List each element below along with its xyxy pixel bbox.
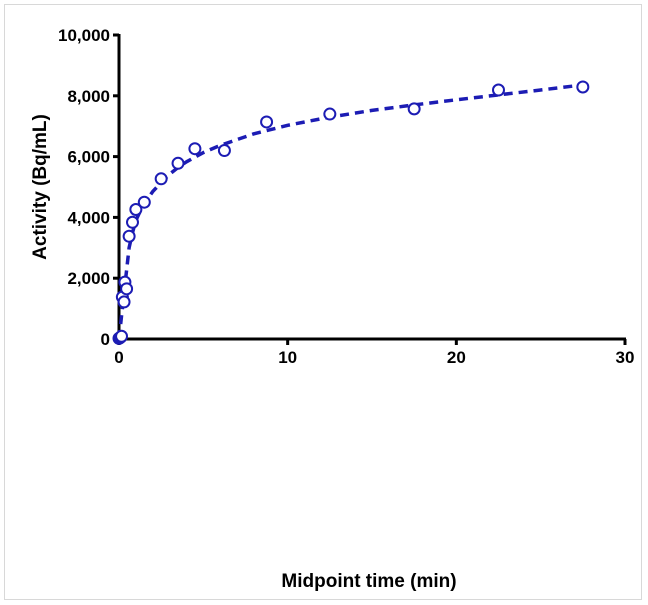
x-tick-label: 10 <box>278 348 297 367</box>
y-axis: 0 2,000 4,000 6,000 8,000 10,000 <box>58 26 121 349</box>
fit-curve-layer <box>117 83 584 340</box>
y-tick-label: 10,000 <box>58 26 110 45</box>
data-point <box>122 229 136 243</box>
x-tick-label: 30 <box>616 348 635 367</box>
data-point <box>323 107 337 121</box>
data-point <box>137 195 151 209</box>
data-point <box>117 295 131 309</box>
data-point <box>188 142 202 156</box>
data-point <box>407 102 421 116</box>
x-tick-label: 0 <box>114 348 123 367</box>
data-point <box>154 172 168 186</box>
data-point <box>492 83 505 97</box>
data-point <box>115 329 129 343</box>
data-point <box>125 215 139 229</box>
fit-curve-line <box>117 83 584 340</box>
y-tick-label: 8,000 <box>67 87 110 106</box>
data-point <box>576 80 590 94</box>
y-tick-label: 4,000 <box>67 208 110 227</box>
y-axis-label: Activity (Bq/mL) <box>30 114 51 260</box>
data-point <box>120 282 134 296</box>
data-point <box>217 144 231 158</box>
x-tick-label: 20 <box>447 348 466 367</box>
data-points-layer <box>112 80 590 345</box>
x-axis-label: Midpoint time (min) <box>281 571 456 592</box>
y-tick-label: 0 <box>101 330 110 349</box>
data-point <box>171 156 185 170</box>
y-tick-label: 2,000 <box>67 269 110 288</box>
data-point <box>129 202 143 216</box>
x-axis: 0 10 20 30 <box>114 337 635 367</box>
data-point <box>260 115 274 129</box>
y-tick-label: 6,000 <box>67 148 110 167</box>
chart-frame <box>4 4 642 600</box>
